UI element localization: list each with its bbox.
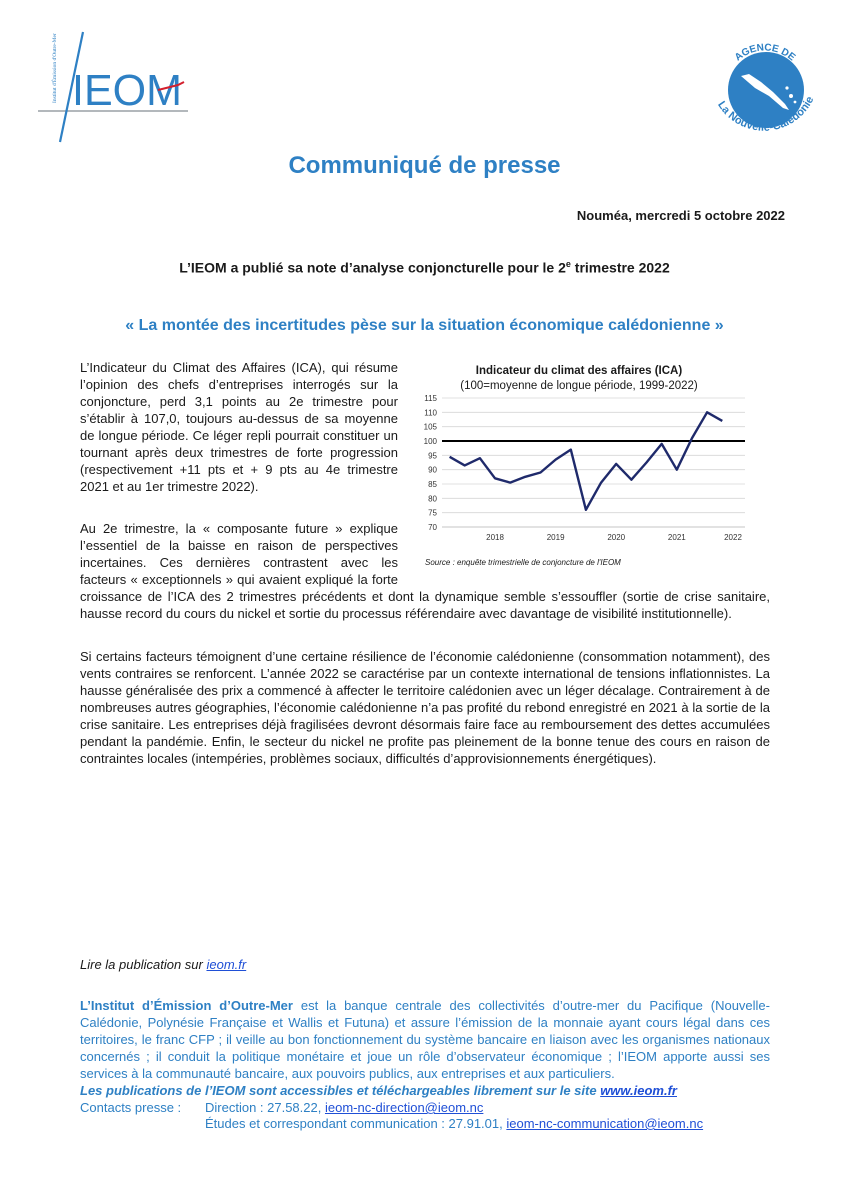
headline: L’IEOM a publié sa note d’analyse conjon…	[0, 259, 849, 276]
publications-link[interactable]: www.ieom.fr	[600, 1083, 677, 1098]
publications-note: Les publications de l’IEOM sont accessib…	[80, 1083, 677, 1098]
chart-title: Indicateur du climat des affaires (ICA)	[475, 365, 683, 377]
y-tick-label: 80	[428, 494, 437, 503]
headline-before: L’IEOM a publié sa note d’analyse conjon…	[179, 259, 566, 276]
headline-after: trimestre 2022	[570, 259, 670, 276]
contacts-label: Contacts presse :	[80, 1100, 182, 1115]
contact-direction-text: Direction : 27.58.22,	[205, 1100, 325, 1115]
paragraph-resilience: Si certains facteurs témoignent d’une ce…	[80, 649, 770, 766]
chart-series	[449, 411, 723, 512]
y-tick-label: 70	[428, 523, 437, 532]
read-more: Lire la publication sur ieom.fr	[80, 957, 246, 972]
y-tick-label: 115	[424, 394, 437, 403]
chart-grid	[442, 397, 745, 528]
contact-communication: Études et correspondant communication : …	[205, 1116, 703, 1131]
x-tick-label: 2022	[724, 533, 742, 542]
about-lead: L’Institut d’Émission d’Outre-Mer	[80, 998, 293, 1013]
paragraph-ica: L’Indicateur du Climat des Affaires (ICA…	[80, 360, 398, 494]
about-text: est la banque centrale des collectivités…	[80, 998, 770, 1081]
y-tick-label: 100	[424, 437, 438, 446]
dateline: Nouméa, mercredi 5 octobre 2022	[576, 208, 785, 223]
y-tick-label: 90	[428, 466, 437, 475]
publications-text: Les publications de l’IEOM sont accessib…	[80, 1083, 601, 1098]
subheadline: « La montée des incertitudes pèse sur la…	[125, 317, 724, 334]
ica-line-chart: 70 75 80 85 90 95 100 105 110 115 2018 2019 2020 202…	[424, 394, 745, 542]
read-more-text: Lire la publication sur	[80, 957, 207, 972]
contact-direction-email[interactable]: ieom-nc-direction@ieom.nc	[324, 1100, 484, 1115]
contact-communication-email[interactable]: ieom-nc-communication@ieom.nc	[506, 1116, 704, 1131]
read-more-link[interactable]: ieom.fr	[206, 957, 247, 972]
chart-y-ticks: 70 75 80 85 90 95 100 105 110 115	[424, 394, 438, 532]
paragraph-future-component-end: croissance de l’ICA des 2 trimestres pré…	[80, 589, 770, 621]
x-tick-label: 2019	[547, 533, 565, 542]
x-tick-label: 2018	[486, 533, 504, 542]
chart-subtitle: (100=moyenne de longue période, 1999-202…	[460, 380, 698, 392]
contact-communication-text: Études et correspondant communication : …	[205, 1116, 507, 1131]
about-ieom: L’Institut d’Émission d’Outre-Mer est la…	[80, 997, 770, 1082]
y-tick-label: 75	[428, 509, 437, 518]
chart-x-ticks: 2018 2019 2020 2021 2022	[486, 533, 742, 542]
agency-logo: AGENCE DE La Nouvelle-Calédonie	[705, 28, 827, 156]
paragraph-future-component-start: Au 2e trimestre, la « composante future …	[80, 521, 398, 587]
page-title: Communiqué de presse	[288, 152, 561, 179]
ieom-logo: Institut d'Émission d'Outre-Mer IEOM	[38, 30, 188, 145]
ica-series-line	[449, 411, 723, 512]
ieom-logo-icon: Institut d'Émission d'Outre-Mer IEOM	[38, 31, 188, 143]
chart-source: Source : enquête trimestrielle de conjon…	[425, 558, 621, 567]
contact-direction: Direction : 27.58.22, ieom-nc-direction@…	[205, 1100, 483, 1115]
x-tick-label: 2020	[607, 533, 625, 542]
new-caledonia-map-icon: AGENCE DE La Nouvelle-Calédonie	[715, 42, 816, 134]
x-tick-label: 2021	[668, 533, 686, 542]
y-tick-label: 85	[428, 480, 437, 489]
y-tick-label: 110	[424, 408, 437, 417]
headline-sup: e	[565, 259, 571, 269]
y-tick-label: 105	[424, 423, 438, 432]
y-tick-label: 95	[428, 451, 437, 460]
ieom-tagline: Institut d'Émission d'Outre-Mer	[50, 33, 58, 103]
ieom-wordmark: IEOM	[72, 66, 182, 115]
